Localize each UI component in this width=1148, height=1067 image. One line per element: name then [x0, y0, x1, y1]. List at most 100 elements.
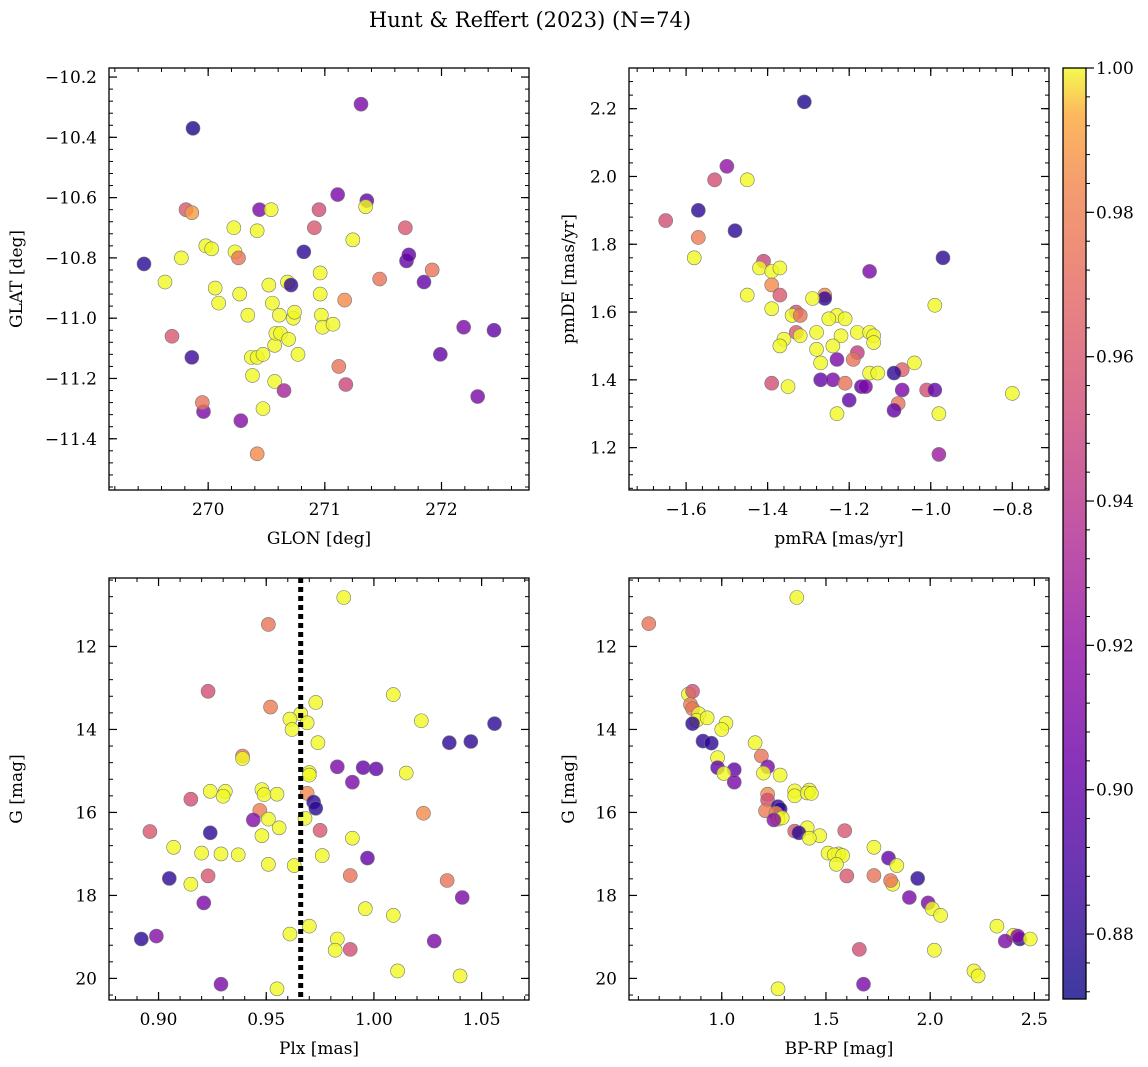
- colorbar-tick-label: 1.00: [1096, 59, 1134, 79]
- scatter-point: [805, 291, 820, 306]
- scatter-point: [196, 895, 212, 911]
- x-tick-label: −1.6: [665, 500, 706, 520]
- scatter-points: [136, 96, 502, 462]
- scatter-point: [809, 325, 824, 340]
- scatter-point: [837, 311, 853, 327]
- scatter-point: [792, 308, 808, 323]
- y-tick-label: −10.6: [45, 189, 97, 209]
- scatter-point: [345, 774, 360, 790]
- scatter-point: [337, 292, 352, 308]
- y-tick-label: −10.8: [45, 249, 97, 269]
- scatter-point: [272, 307, 287, 323]
- scatter-point: [813, 355, 828, 371]
- scatter-point: [764, 301, 780, 316]
- scatter-point: [358, 901, 373, 917]
- scatter-point: [970, 968, 986, 984]
- colorbar-frame: [1062, 67, 1087, 1000]
- y-tick-label: 2.0: [590, 167, 617, 187]
- x-tick-label: 0.95: [247, 1010, 285, 1030]
- scatter-point: [772, 338, 788, 354]
- scatter-point: [184, 350, 200, 365]
- scatter-point: [780, 379, 796, 394]
- scatter-point: [200, 683, 216, 699]
- y-tick-label: 12: [75, 637, 97, 657]
- scatter-point: [424, 262, 440, 278]
- axes-frame: [628, 67, 1050, 491]
- scatter-point: [894, 382, 910, 398]
- scatter-point: [837, 823, 853, 839]
- scatter-point: [213, 976, 229, 992]
- scatter-point: [825, 338, 841, 354]
- scatter-point: [933, 908, 948, 923]
- scatter-point: [249, 446, 265, 462]
- scatter-point: [336, 590, 352, 605]
- scatter-point: [766, 812, 782, 828]
- scatter-point: [307, 220, 322, 236]
- scatter-point: [686, 250, 702, 266]
- scatter-point: [255, 347, 271, 362]
- scatter-point: [281, 331, 296, 347]
- scatter-point: [246, 812, 261, 828]
- y-tick-label: −10.4: [45, 128, 97, 148]
- scatter-point: [142, 824, 158, 839]
- scatter-point: [809, 342, 824, 357]
- scatter-point: [470, 389, 485, 404]
- scatter-point: [839, 868, 855, 884]
- scatter-point: [134, 931, 149, 947]
- scatter-point: [426, 933, 442, 949]
- scatter-point: [164, 328, 180, 344]
- y-tick-label: 1.4: [590, 371, 617, 391]
- scatter-point: [850, 325, 865, 340]
- scatter-point: [267, 374, 282, 389]
- scatter-point: [311, 202, 327, 217]
- colorbar-tick-label: 0.96: [1096, 348, 1134, 368]
- y-tick-label: 18: [595, 886, 617, 906]
- scatter-point: [166, 839, 181, 855]
- scatter-point: [801, 830, 817, 846]
- y-tick-label: −10.2: [45, 68, 97, 88]
- scatter-point: [927, 382, 943, 398]
- scatter-point: [368, 761, 384, 777]
- scatter-point: [271, 820, 287, 836]
- y-tick-label: 16: [595, 803, 617, 823]
- scatter-point: [312, 286, 328, 302]
- scatter-point: [463, 734, 479, 749]
- x-tick-label: −1.4: [747, 500, 788, 520]
- scatter-point: [856, 976, 871, 992]
- scatter-point: [726, 774, 742, 790]
- axes-frame: [108, 577, 530, 1001]
- scatter-point: [312, 822, 328, 838]
- scatter-point: [276, 383, 292, 398]
- scatter-point: [414, 713, 429, 729]
- scatter-point: [935, 250, 951, 266]
- y-tick-label: 14: [75, 720, 97, 740]
- scatter-point: [837, 375, 853, 391]
- scatter-point: [931, 447, 947, 462]
- x-tick-label: 1.0: [708, 1010, 735, 1030]
- scatter-point: [756, 765, 771, 781]
- y-tick-label: 20: [75, 969, 97, 989]
- scatter-point: [312, 265, 328, 281]
- y-tick-label: 20: [595, 969, 617, 989]
- scatter-point: [910, 871, 925, 886]
- scatter-point: [345, 830, 360, 846]
- scatter-point: [398, 220, 413, 236]
- scatter-point: [327, 942, 343, 958]
- scatter-point: [233, 413, 249, 428]
- scatter-point: [211, 295, 226, 311]
- x-tick-label: 272: [425, 500, 457, 520]
- scatter-point: [269, 786, 285, 802]
- scatter-point: [254, 828, 270, 843]
- scatter-point: [870, 365, 886, 381]
- colorbar-tick-label: 0.88: [1096, 925, 1134, 945]
- y-tick-label: 1.6: [590, 303, 617, 323]
- y-axis-label: G [mag]: [7, 754, 27, 823]
- scatter-point: [829, 406, 845, 422]
- scatter-point: [162, 871, 177, 886]
- scatter-point: [685, 683, 700, 699]
- scatter-point: [226, 220, 242, 236]
- scatter-point: [202, 783, 218, 799]
- scatter-point: [184, 205, 200, 220]
- x-tick-label: −0.8: [992, 500, 1033, 520]
- scatter-point: [261, 617, 276, 632]
